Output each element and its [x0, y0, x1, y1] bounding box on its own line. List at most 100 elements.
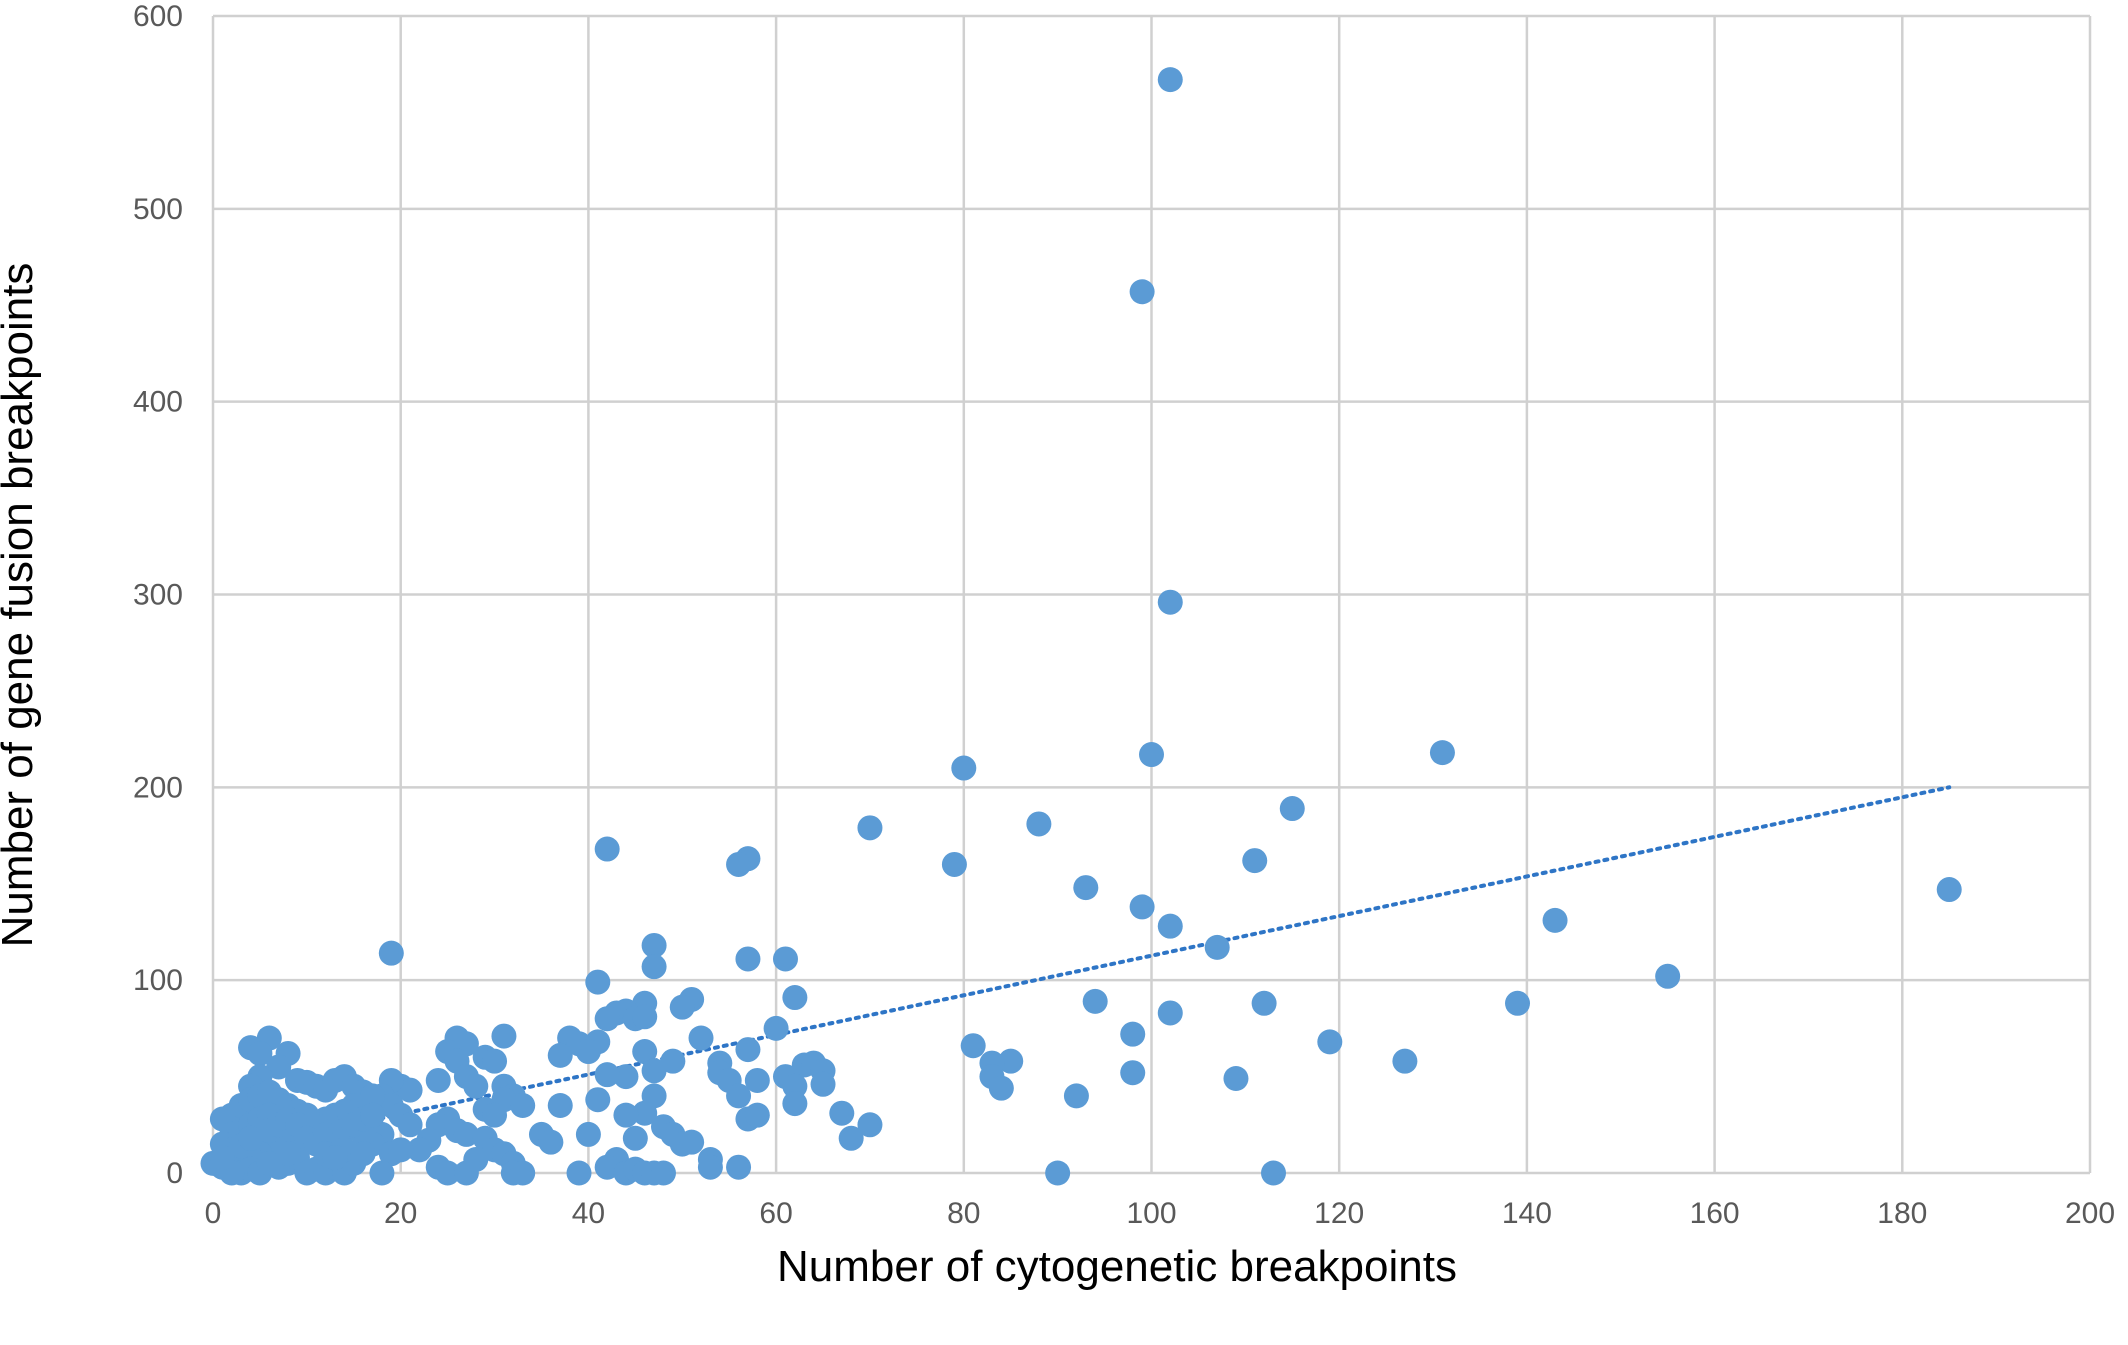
- y-tick-label: 300: [133, 579, 183, 612]
- data-point: [463, 1073, 489, 1099]
- y-tick-label: 500: [133, 193, 183, 226]
- data-point: [425, 1067, 451, 1093]
- y-tick-label: 400: [133, 386, 183, 419]
- data-point: [594, 1062, 620, 1088]
- data-point: [594, 836, 620, 862]
- data-point: [1157, 589, 1183, 615]
- data-point: [575, 1039, 601, 1065]
- data-point: [1073, 875, 1099, 901]
- data-point: [209, 1145, 235, 1171]
- grid: [211, 14, 2092, 1175]
- data-point: [1392, 1048, 1418, 1074]
- data-point: [1223, 1066, 1249, 1092]
- data-point: [697, 1154, 723, 1180]
- x-tick-labels: 0 20 40 60 80 100 120 140 160 180 200: [205, 1197, 2115, 1230]
- data-point: [857, 815, 883, 841]
- data-point: [594, 1154, 620, 1180]
- data-point: [1139, 742, 1164, 768]
- x-tick-label: 200: [2065, 1197, 2115, 1230]
- data-point: [1026, 811, 1052, 837]
- data-point: [772, 946, 798, 972]
- data-point: [1505, 990, 1531, 1016]
- data-point: [782, 985, 808, 1011]
- data-point: [585, 1087, 611, 1113]
- data-point: [763, 1015, 789, 1041]
- y-tick-label: 200: [133, 771, 183, 804]
- y-tick-labels: 0 100 200 300 400 500 600: [133, 0, 183, 1190]
- y-tick-label: 600: [133, 0, 183, 33]
- data-point: [650, 1160, 676, 1186]
- data-point: [641, 932, 667, 958]
- data-point: [435, 1160, 461, 1186]
- data-point: [510, 1160, 536, 1186]
- x-tick-label: 120: [1314, 1197, 1364, 1230]
- data-point: [350, 1141, 376, 1167]
- data-point: [726, 1154, 752, 1180]
- data-point: [1261, 1160, 1287, 1186]
- data-point: [641, 1058, 667, 1084]
- data-point: [632, 1100, 658, 1126]
- data-point: [829, 1100, 855, 1126]
- x-tick-label: 0: [205, 1197, 222, 1230]
- data-point: [1204, 934, 1230, 960]
- data-point: [463, 1147, 489, 1173]
- data-point: [547, 1093, 573, 1119]
- x-tick-label: 100: [1126, 1197, 1176, 1230]
- y-tick-label: 0: [166, 1157, 183, 1190]
- data-point: [510, 1093, 536, 1119]
- x-tick-label: 80: [947, 1197, 980, 1230]
- data-point: [1129, 894, 1155, 920]
- data-point: [735, 1037, 761, 1063]
- data-point: [378, 940, 404, 966]
- data-point: [782, 1091, 808, 1117]
- data-point: [1045, 1160, 1071, 1186]
- data-point: [266, 1054, 292, 1080]
- data-point: [547, 1042, 573, 1068]
- data-point: [782, 1073, 808, 1099]
- data-point: [1317, 1029, 1343, 1055]
- data-point: [1120, 1060, 1146, 1086]
- data-point: [998, 1048, 1024, 1074]
- x-tick-label: 20: [384, 1197, 417, 1230]
- data-point: [566, 1160, 592, 1186]
- data-point: [744, 1102, 770, 1128]
- data-point: [538, 1129, 564, 1155]
- data-point: [960, 1033, 986, 1059]
- data-point: [838, 1125, 864, 1151]
- data-point: [613, 1102, 639, 1128]
- data-point: [1279, 796, 1305, 822]
- data-point: [397, 1077, 423, 1103]
- data-point: [1120, 1021, 1146, 1047]
- data-point: [575, 1121, 601, 1147]
- data-point: [369, 1160, 395, 1186]
- data-point: [491, 1023, 517, 1049]
- data-point: [669, 994, 695, 1020]
- y-axis-title: Number of gene fusion breakpoints: [0, 263, 42, 948]
- x-tick-label: 160: [1690, 1197, 1740, 1230]
- x-tick-label: 180: [1877, 1197, 1927, 1230]
- data-point: [397, 1112, 423, 1138]
- data-point: [1129, 279, 1155, 305]
- data-point: [360, 1083, 386, 1109]
- x-axis-title: Number of cytogenetic breakpoints: [777, 1242, 1457, 1291]
- data-point: [1655, 963, 1681, 989]
- data-point: [679, 1129, 705, 1155]
- data-point: [406, 1137, 432, 1163]
- data-points: [200, 67, 1962, 1186]
- data-point: [453, 1121, 479, 1147]
- data-point: [810, 1071, 836, 1097]
- data-point: [388, 1137, 414, 1163]
- data-point: [247, 1040, 273, 1066]
- data-point: [941, 851, 967, 877]
- data-point: [613, 1064, 639, 1090]
- data-point: [1082, 988, 1108, 1014]
- data-point: [1157, 1000, 1183, 1026]
- y-tick-label: 100: [133, 964, 183, 997]
- data-point: [1157, 913, 1183, 939]
- data-point: [951, 755, 977, 781]
- data-point: [632, 1039, 658, 1065]
- data-point: [988, 1075, 1014, 1101]
- data-point: [256, 1150, 282, 1176]
